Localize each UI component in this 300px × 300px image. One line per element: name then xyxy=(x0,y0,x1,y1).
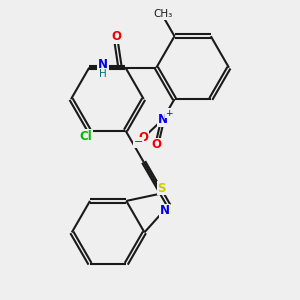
Text: N: N xyxy=(158,113,168,126)
Text: O: O xyxy=(152,138,162,152)
Text: S: S xyxy=(158,182,166,195)
Text: Cl: Cl xyxy=(80,130,92,143)
Text: +: + xyxy=(165,109,173,118)
Text: N: N xyxy=(160,204,170,217)
Text: O: O xyxy=(111,31,121,44)
Text: −: − xyxy=(134,137,143,147)
Text: CH₃: CH₃ xyxy=(153,9,172,19)
Text: O: O xyxy=(139,131,149,144)
Text: H: H xyxy=(99,69,107,79)
Text: N: N xyxy=(98,58,108,71)
